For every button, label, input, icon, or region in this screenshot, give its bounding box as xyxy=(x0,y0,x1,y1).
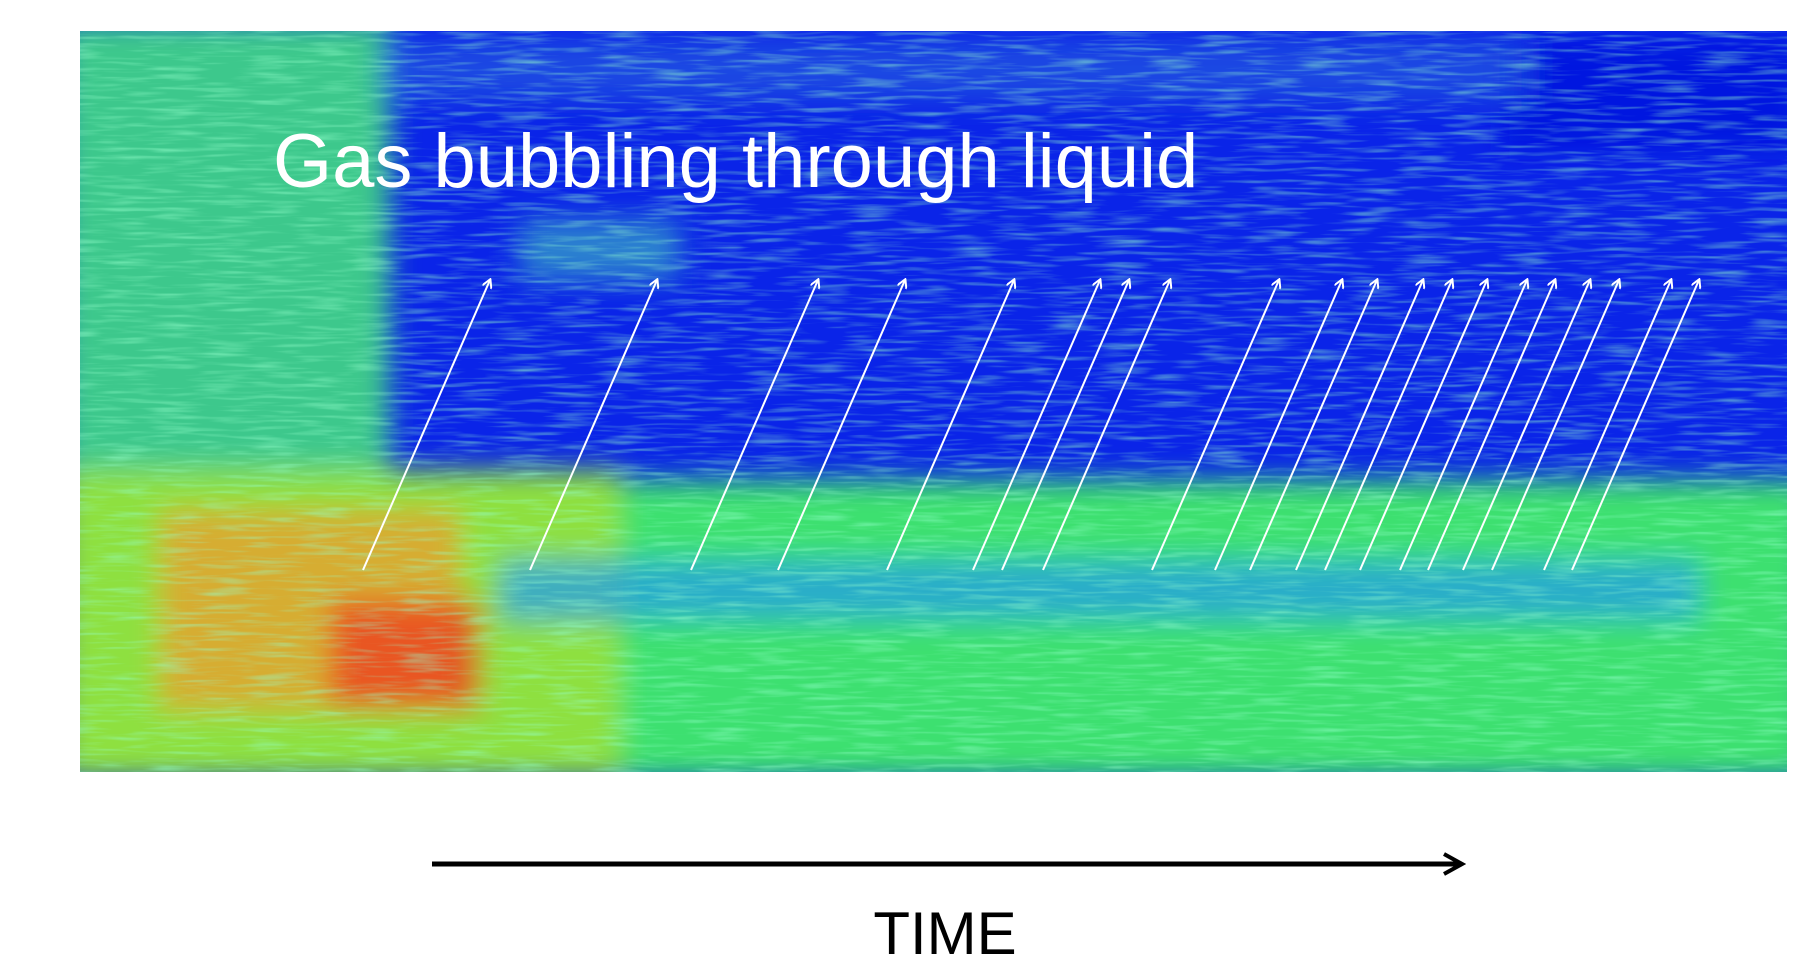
bubble-arrow xyxy=(886,280,1014,571)
bubble-arrows xyxy=(362,280,1699,571)
bubble-arrow xyxy=(777,280,905,571)
axis-label: TIME xyxy=(873,900,1016,960)
bubble-arrow xyxy=(1427,280,1555,571)
bubble-arrow xyxy=(1462,280,1590,571)
bubble-arrow xyxy=(1001,280,1129,571)
bubble-arrow xyxy=(1399,280,1527,571)
bubble-arrow xyxy=(1543,280,1671,571)
caption: Gas bubbling through liquid xyxy=(273,119,1198,204)
bubble-arrow xyxy=(1042,280,1170,571)
bubble-arrow xyxy=(972,280,1100,571)
bubble-arrow xyxy=(1214,280,1342,571)
bubble-arrow xyxy=(1359,280,1487,571)
bubble-arrow xyxy=(1491,280,1619,571)
bubble-arrow xyxy=(690,280,818,571)
bubble-arrow xyxy=(529,280,657,571)
bubble-arrow xyxy=(1151,280,1279,571)
bubble-arrow xyxy=(1571,280,1699,571)
bubble-arrow xyxy=(1295,280,1423,571)
bubble-arrow xyxy=(1324,280,1452,571)
bubble-arrow xyxy=(1249,280,1377,571)
bubble-arrow xyxy=(362,280,490,571)
